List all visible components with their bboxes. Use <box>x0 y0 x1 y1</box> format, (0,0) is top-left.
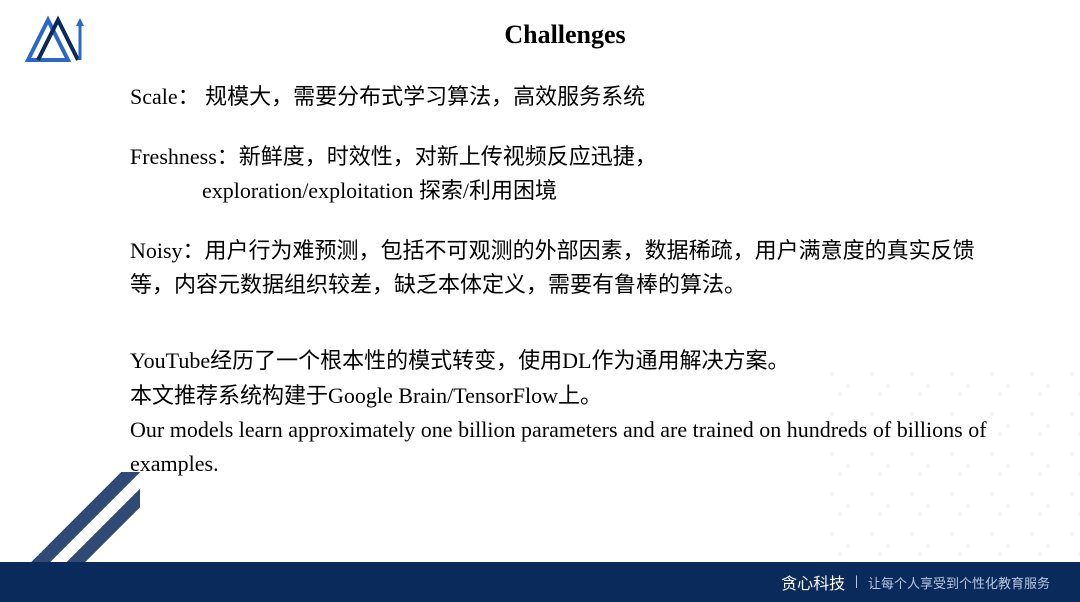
paragraph-scale: Scale： 规模大，需要分布式学习算法，高效服务系统 <box>130 80 1000 114</box>
youtube-line3: Our models learn approximately one billi… <box>130 413 1000 481</box>
slide-body: Scale： 规模大，需要分布式学习算法，高效服务系统 Freshness：新鲜… <box>130 80 1000 481</box>
freshness-line1: Freshness：新鲜度，时效性，对新上传视频反应迅捷， <box>130 140 1000 174</box>
footer-bar: 贪心科技 | 让每个人享受到个性化教育服务 <box>0 562 1080 602</box>
footer-divider: | <box>855 574 858 590</box>
footer-tagline: 让每个人享受到个性化教育服务 <box>868 573 1050 592</box>
slide-content: Challenges Scale： 规模大，需要分布式学习算法，高效服务系统 F… <box>130 20 1000 481</box>
paragraph-noisy: Noisy：用户行为难预测，包括不可观测的外部因素，数据稀疏，用户满意度的真实反… <box>130 234 1000 302</box>
paragraph-freshness: Freshness：新鲜度，时效性，对新上传视频反应迅捷， exploratio… <box>130 140 1000 208</box>
slide-title: Challenges <box>130 20 1000 50</box>
youtube-line1: YouTube经历了一个根本性的模式转变，使用DL作为通用解决方案。 <box>130 344 1000 378</box>
youtube-line2: 本文推荐系统构建于Google Brain/TensorFlow上。 <box>130 379 1000 413</box>
paragraph-youtube: YouTube经历了一个根本性的模式转变，使用DL作为通用解决方案。 本文推荐系… <box>130 344 1000 480</box>
company-logo-icon <box>20 12 90 67</box>
footer-company-name: 贪心科技 <box>781 570 845 594</box>
freshness-line2: exploration/exploitation 探索/利用困境 <box>130 174 1000 208</box>
